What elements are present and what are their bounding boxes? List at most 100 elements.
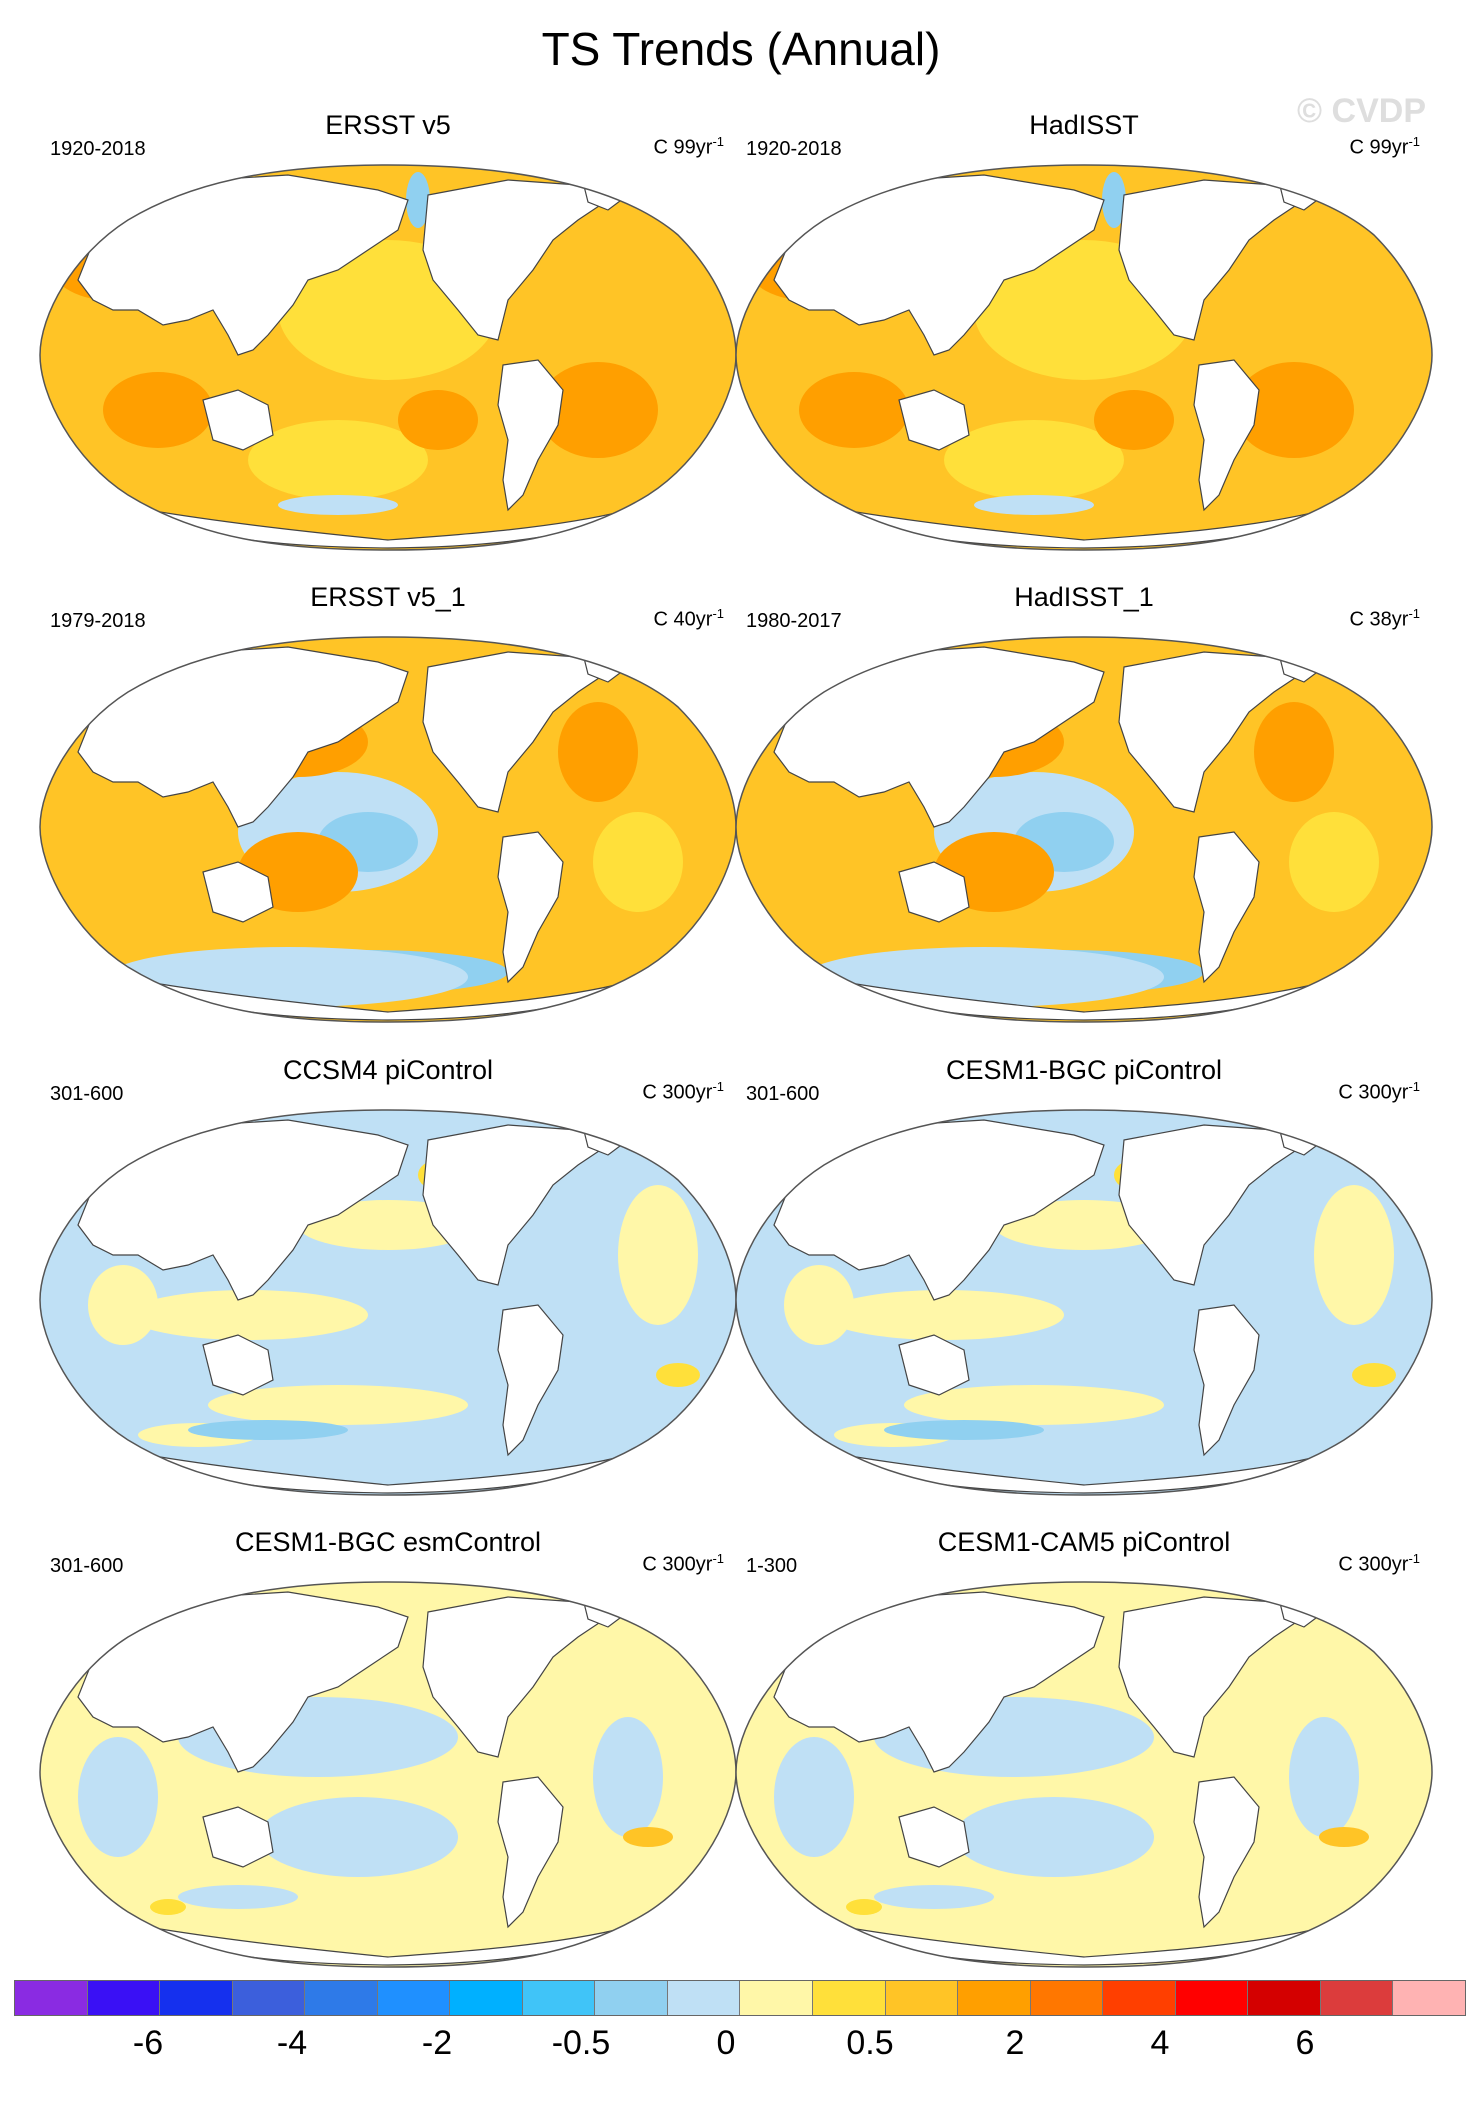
trend-anomaly-region: [1234, 362, 1354, 458]
trend-anomaly-region: [103, 372, 213, 448]
colorbar-label: 4: [1150, 2024, 1170, 2062]
landmass: [898, 389, 970, 451]
world-map: [735, 1109, 1433, 1496]
panel-units-exponent: -1: [1408, 1079, 1420, 1094]
map-panel: CESM1-CAM5 piControl 1-300 C 300yr-1: [734, 1527, 1434, 1972]
panel-units-base: C 300yr: [1338, 1081, 1409, 1104]
trend-anomaly-region: [208, 1385, 468, 1425]
panel-units: C 300yr-1: [1338, 1079, 1420, 1105]
trend-anomaly-region: [1314, 1185, 1394, 1325]
colorbar-swatch: [1393, 1981, 1465, 2015]
trend-anomaly-region: [884, 1420, 1044, 1440]
trend-anomaly-region: [538, 362, 658, 458]
landmass: [1193, 1304, 1260, 1457]
trend-anomaly-region: [398, 390, 478, 450]
colorbar-label: -0.5: [551, 2024, 611, 2062]
landmass: [898, 861, 970, 923]
panel-years: 1920-2018: [50, 138, 146, 160]
colorbar-swatch: [1175, 1981, 1249, 2015]
colorbar: [14, 1980, 1466, 2016]
map-border: [735, 1109, 1433, 1496]
trend-anomaly-region: [558, 702, 638, 802]
panel-units: C 38yr-1: [1350, 606, 1420, 632]
landmass: [773, 1119, 1105, 1301]
colorbar-swatch: [1320, 1981, 1394, 2015]
trend-anomaly-region: [799, 372, 909, 448]
panel-title: HadISST_1: [1014, 582, 1154, 612]
colorbar-label: 0.5: [846, 2024, 894, 2062]
landmass: [773, 1591, 1105, 1773]
panel-title: CCSM4 piControl: [282, 1055, 494, 1085]
trend-anomaly-region: [1094, 390, 1174, 450]
trend-anomaly-region: [1319, 1827, 1369, 1847]
landmass: [202, 861, 274, 923]
panel-title: CESM1-CAM5 piControl: [937, 1527, 1231, 1557]
colorbar-swatch: [595, 1981, 668, 2015]
landmass: [497, 1776, 564, 1929]
colorbar-swatch: [377, 1981, 451, 2015]
colorbar-swatch: [740, 1981, 814, 2015]
panel-units-exponent: -1: [712, 1551, 724, 1566]
world-map: [39, 164, 737, 551]
trend-anomaly-region: [188, 1420, 348, 1440]
panel-title: CESM1-BGC esmControl: [234, 1527, 542, 1557]
panel-years: 301-600: [50, 1083, 124, 1105]
trend-anomaly-region: [623, 1827, 673, 1847]
world-map: [735, 164, 1433, 551]
colorbar-swatch: [1103, 1981, 1176, 2015]
trend-anomaly-region: [944, 420, 1124, 500]
world-map: [735, 1581, 1433, 1968]
trend-anomaly-region: [406, 172, 430, 228]
map-border: [39, 1109, 737, 1496]
panel-units-base: C 300yr: [1338, 1553, 1409, 1576]
colorbar-swatch: [232, 1981, 306, 2015]
map-border: [735, 164, 1433, 551]
panel-units-exponent: -1: [712, 1079, 724, 1094]
trend-anomaly-region: [904, 1385, 1164, 1425]
landmass: [497, 359, 564, 512]
trend-anomaly-region: [874, 1885, 994, 1909]
watermark: © CVDP: [1297, 92, 1426, 130]
world-map: [39, 1109, 737, 1496]
figure-title: TS Trends (Annual): [541, 23, 941, 75]
trend-anomaly-region: [824, 1290, 1064, 1340]
trend-anomaly-region: [248, 420, 428, 500]
panel-units: C 300yr-1: [642, 1551, 724, 1577]
trend-anomaly-region: [1289, 1717, 1359, 1837]
trend-anomaly-region: [618, 1185, 698, 1325]
trend-anomaly-region: [804, 947, 1164, 1007]
panel-units-exponent: -1: [712, 606, 724, 621]
landmass: [497, 1304, 564, 1457]
trend-anomaly-region: [1352, 1363, 1396, 1387]
landmass: [202, 389, 274, 451]
trend-anomaly-region: [656, 1363, 700, 1387]
panel-units-exponent: -1: [712, 134, 724, 149]
panel-title: HadISST: [1029, 110, 1139, 140]
panel-units-base: C 300yr: [642, 1081, 713, 1104]
panel-units: C 300yr-1: [642, 1079, 724, 1105]
panel-years: 1979-2018: [50, 610, 146, 632]
landmass: [898, 1334, 970, 1396]
colorbar-labels: -6 -4 -2 -0.5 0 0.5 2 4 6: [14, 2024, 1466, 2074]
colorbar-swatch: [15, 1981, 88, 2015]
panel-units-base: C 38yr: [1349, 608, 1409, 631]
colorbar-label: -2: [421, 2024, 453, 2062]
panel-units-exponent: -1: [1408, 606, 1420, 621]
colorbar-label: -4: [276, 2024, 308, 2062]
landmass: [773, 646, 1105, 828]
map-border: [39, 1581, 737, 1968]
panel-years: 1920-2018: [746, 138, 842, 160]
trend-anomaly-region: [88, 1265, 158, 1345]
map-border: [39, 164, 737, 551]
trend-anomaly-region: [846, 1899, 882, 1915]
panel-years: 1980-2017: [746, 610, 842, 632]
colorbar-label: 2: [1005, 2024, 1025, 2062]
colorbar-swatch: [522, 1981, 596, 2015]
panel-units-base: C 40yr: [653, 608, 713, 631]
panel-units-exponent: -1: [1408, 134, 1420, 149]
map-border: [39, 636, 737, 1023]
panel-title: ERSST v5_1: [310, 582, 466, 612]
panel-units-exponent: -1: [1408, 1551, 1420, 1566]
world-map: [39, 636, 737, 1023]
landmass: [1193, 831, 1260, 984]
